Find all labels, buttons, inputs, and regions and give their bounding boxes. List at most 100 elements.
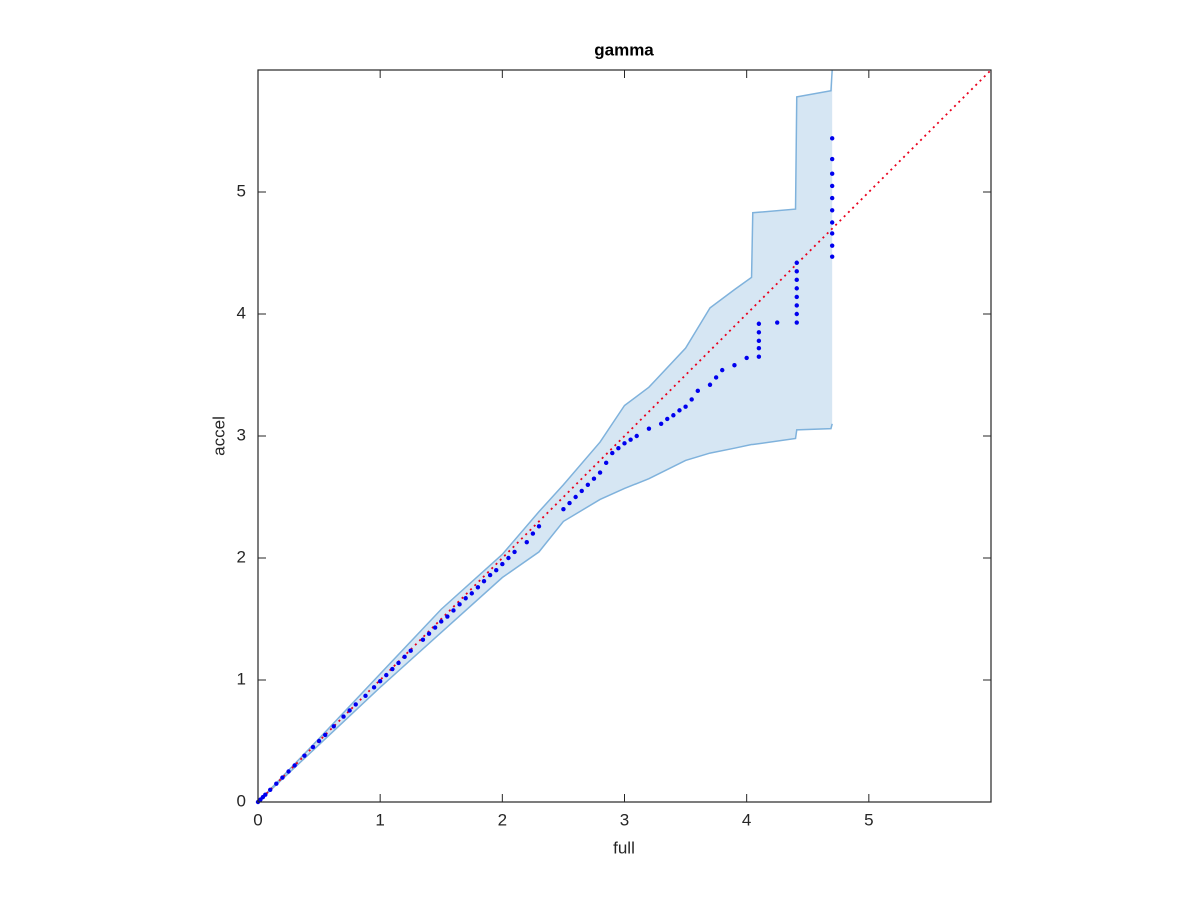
point [445, 614, 450, 619]
point [331, 724, 336, 729]
x-tick-label: 0 [253, 810, 262, 829]
point [794, 294, 799, 300]
point [585, 482, 591, 487]
x-tick-label: 1 [375, 810, 384, 829]
y-tick-label: 4 [237, 303, 246, 322]
point [794, 311, 799, 317]
chart-title: gamma [594, 40, 654, 59]
point [341, 714, 346, 719]
point [377, 679, 383, 684]
point [794, 269, 799, 274]
point [695, 388, 700, 394]
point [610, 450, 615, 456]
y-tick-label: 5 [237, 181, 246, 200]
point [457, 602, 462, 607]
point [671, 413, 676, 418]
point [402, 654, 407, 660]
point [829, 254, 835, 259]
point [829, 195, 835, 201]
point [829, 208, 835, 213]
point [689, 397, 694, 402]
y-tick-label: 2 [237, 547, 246, 566]
point [646, 426, 652, 431]
point [347, 708, 352, 713]
point [756, 354, 762, 359]
point [573, 494, 578, 500]
point [707, 382, 713, 387]
y-tick-label: 0 [237, 791, 246, 810]
band-lower-edge [257, 423, 833, 803]
point [794, 320, 799, 325]
point [292, 763, 297, 768]
point [274, 781, 279, 786]
point [616, 446, 621, 451]
x-axis-label: full [613, 838, 635, 857]
point [561, 507, 566, 512]
point [408, 648, 413, 653]
x-tick-label: 2 [498, 810, 507, 829]
x-tick-label: 4 [742, 810, 751, 829]
point [390, 666, 395, 672]
point [439, 619, 444, 624]
point [384, 672, 389, 678]
point [420, 637, 426, 642]
point [371, 685, 377, 690]
point [396, 660, 401, 666]
point [302, 753, 307, 758]
point [579, 488, 584, 494]
point [713, 375, 719, 380]
band-upper-edge [257, 69, 833, 803]
point [591, 476, 597, 481]
point [310, 744, 316, 750]
band-area [258, 70, 833, 802]
y-tick-label: 3 [237, 425, 246, 444]
point [597, 470, 603, 475]
point [353, 702, 358, 707]
point [506, 555, 511, 561]
point [634, 433, 639, 439]
point [829, 156, 835, 162]
x-tick-label: 3 [620, 810, 629, 829]
point [829, 171, 835, 176]
x-tick-label: 5 [864, 810, 873, 829]
point [829, 231, 835, 236]
point [756, 330, 762, 335]
point [665, 416, 670, 422]
point [426, 631, 432, 636]
point [829, 220, 835, 225]
point [530, 531, 536, 536]
point [829, 183, 835, 189]
point [756, 321, 762, 326]
point [451, 608, 456, 613]
point [280, 775, 285, 780]
point [794, 286, 799, 291]
point [567, 500, 572, 506]
point [720, 367, 725, 373]
point [756, 345, 762, 351]
point [432, 625, 438, 630]
point [487, 572, 493, 578]
point [677, 408, 682, 413]
point [286, 769, 291, 774]
point [536, 524, 542, 529]
point [775, 320, 780, 325]
point [829, 136, 835, 141]
point [794, 260, 799, 265]
point [363, 693, 368, 699]
point [475, 585, 481, 590]
point [524, 539, 529, 545]
point [268, 787, 273, 792]
point [469, 591, 474, 596]
point [794, 303, 799, 308]
y-tick-label: 1 [237, 669, 246, 688]
point [756, 338, 762, 344]
point [603, 460, 609, 466]
point [683, 404, 688, 409]
point [744, 355, 749, 361]
point [794, 277, 799, 283]
point [512, 549, 517, 555]
point [481, 578, 487, 584]
point [316, 738, 322, 744]
y-axis-label: accel [209, 416, 228, 456]
